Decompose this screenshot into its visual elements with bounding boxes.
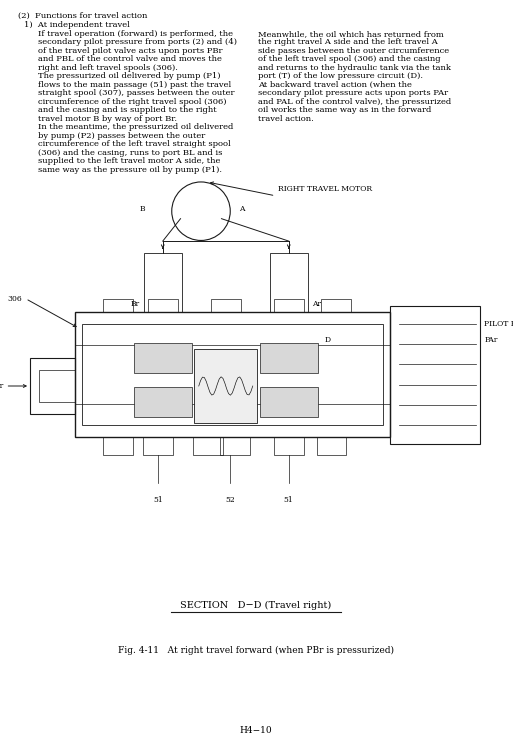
- Text: circumference of the left travel straight spool: circumference of the left travel straigh…: [38, 140, 231, 148]
- Text: SECTION   D−D (Travel right): SECTION D−D (Travel right): [181, 601, 331, 610]
- Text: oil works the same way as in the forward: oil works the same way as in the forward: [258, 106, 431, 114]
- Bar: [30, 359, 75, 414]
- Text: flows to the main passage (51) past the travel: flows to the main passage (51) past the …: [38, 81, 231, 89]
- Bar: [321, 298, 351, 313]
- Text: Br: Br: [130, 300, 140, 308]
- Text: travel motor B by way of port Br.: travel motor B by way of port Br.: [38, 115, 177, 123]
- Text: 52: 52: [225, 496, 235, 504]
- Text: and the casing and is supplied to the right: and the casing and is supplied to the ri…: [38, 106, 216, 114]
- Text: PAr: PAr: [484, 337, 498, 344]
- Text: PBr: PBr: [0, 382, 4, 390]
- Bar: [211, 298, 241, 313]
- Bar: [193, 436, 223, 455]
- Bar: [144, 436, 173, 455]
- Text: If travel operation (forward) is performed, the: If travel operation (forward) is perform…: [38, 30, 233, 38]
- Text: straight spool (307), passes between the outer: straight spool (307), passes between the…: [38, 89, 234, 97]
- Bar: [220, 436, 250, 455]
- Text: RIGHT TRAVEL MOTOR: RIGHT TRAVEL MOTOR: [278, 185, 371, 193]
- Text: The pressurized oil delivered by pump (P1): The pressurized oil delivered by pump (P…: [38, 72, 221, 80]
- Text: A: A: [239, 205, 245, 213]
- Bar: [274, 298, 304, 313]
- Text: the right travel A side and the left travel A: the right travel A side and the left tra…: [258, 39, 438, 46]
- Bar: [133, 387, 192, 417]
- Text: (306) and the casing, runs to port BL and is: (306) and the casing, runs to port BL an…: [38, 149, 222, 157]
- Bar: [103, 298, 132, 313]
- Text: of the travel pilot valve acts upon ports PBr: of the travel pilot valve acts upon port…: [38, 47, 223, 55]
- Text: 51: 51: [284, 496, 293, 504]
- Text: secondary pilot pressure from ports (2) and (4): secondary pilot pressure from ports (2) …: [38, 39, 237, 46]
- Text: side passes between the outer circumference: side passes between the outer circumfere…: [258, 47, 449, 55]
- Text: In the meantime, the pressurized oil delivered: In the meantime, the pressurized oil del…: [38, 123, 233, 131]
- Text: 1)  At independent travel: 1) At independent travel: [24, 21, 130, 29]
- Bar: [260, 344, 318, 374]
- Text: right and left travel spools (306).: right and left travel spools (306).: [38, 64, 178, 72]
- Bar: [133, 344, 192, 374]
- Bar: [148, 298, 177, 313]
- Text: of the left travel spool (306) and the casing: of the left travel spool (306) and the c…: [258, 55, 441, 63]
- Text: 51: 51: [153, 496, 163, 504]
- Text: travel action.: travel action.: [258, 115, 314, 123]
- Text: supplied to the left travel motor A side, the: supplied to the left travel motor A side…: [38, 157, 221, 165]
- Text: PILOT PORT: PILOT PORT: [484, 321, 513, 328]
- Bar: [39, 370, 75, 402]
- Text: 306: 306: [8, 294, 22, 303]
- Bar: [260, 387, 318, 417]
- Text: D: D: [325, 336, 331, 344]
- Text: and PBL of the control valve and moves the: and PBL of the control valve and moves t…: [38, 55, 222, 63]
- Text: Fig. 4-11   At right travel forward (when PBr is pressurized): Fig. 4-11 At right travel forward (when …: [118, 646, 394, 655]
- Bar: [82, 324, 383, 425]
- Text: circumference of the right travel spool (306): circumference of the right travel spool …: [38, 98, 227, 106]
- Text: same way as the pressure oil by pump (P1).: same way as the pressure oil by pump (P1…: [38, 166, 222, 174]
- Text: by pump (P2) passes between the outer: by pump (P2) passes between the outer: [38, 132, 205, 140]
- Bar: [194, 350, 257, 423]
- Text: and PAL of the control valve), the pressurized: and PAL of the control valve), the press…: [258, 98, 451, 106]
- Text: At backward travel action (when the: At backward travel action (when the: [258, 81, 412, 89]
- Bar: [270, 253, 308, 313]
- Text: Ar: Ar: [312, 300, 321, 308]
- Bar: [103, 436, 132, 455]
- Text: secondary pilot pressure acts upon ports PAr: secondary pilot pressure acts upon ports…: [258, 89, 448, 97]
- Text: H4−10: H4−10: [240, 726, 272, 735]
- Bar: [274, 436, 304, 455]
- Text: (2)  Functions for travel action: (2) Functions for travel action: [18, 12, 147, 20]
- Bar: [390, 306, 480, 443]
- Text: port (T) of the low pressure circuit (D).: port (T) of the low pressure circuit (D)…: [258, 72, 423, 80]
- Text: Meanwhile, the oil which has returned from: Meanwhile, the oil which has returned fr…: [258, 30, 444, 38]
- Bar: [317, 436, 346, 455]
- Text: B: B: [139, 205, 145, 213]
- Text: and returns to the hydraulic tank via the tank: and returns to the hydraulic tank via th…: [258, 64, 451, 72]
- Bar: [144, 253, 182, 313]
- Bar: [75, 313, 390, 436]
